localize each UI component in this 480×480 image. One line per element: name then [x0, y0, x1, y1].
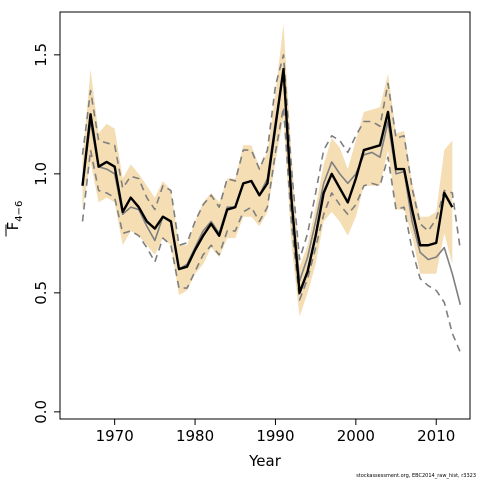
x-tick-label: 1990 — [256, 427, 294, 445]
x-tick-label: 2010 — [417, 427, 455, 445]
y-axis-title-text: F4−6 — [4, 201, 25, 231]
y-axis-title-subscript: 4−6 — [14, 201, 25, 222]
y-tick-label: 0.5 — [32, 281, 50, 305]
x-tick-label: 2000 — [337, 427, 375, 445]
footnote: stockassessment.org, EBC2014_raw_hist, r… — [356, 473, 476, 479]
x-tick-label: 1980 — [176, 427, 214, 445]
y-tick-label: 1.0 — [32, 162, 50, 186]
estimate-line — [81, 67, 454, 295]
series-lines-layer — [81, 54, 462, 353]
y-tick-label: 0.0 — [32, 400, 50, 424]
plot-frame — [59, 11, 471, 420]
comparison-lower-line — [81, 106, 462, 353]
y-axis-title-main: F — [4, 222, 22, 231]
y-tick-label: 1.5 — [32, 43, 50, 67]
x-axis: 1970 1980 1990 2000 2010 — [96, 419, 455, 445]
x-axis-title: Year — [248, 452, 282, 470]
y-axis: 0.0 0.5 1.0 1.5 — [32, 43, 60, 424]
x-tick-label: 1970 — [96, 427, 134, 445]
y-axis-title: F4−6 — [4, 201, 25, 237]
